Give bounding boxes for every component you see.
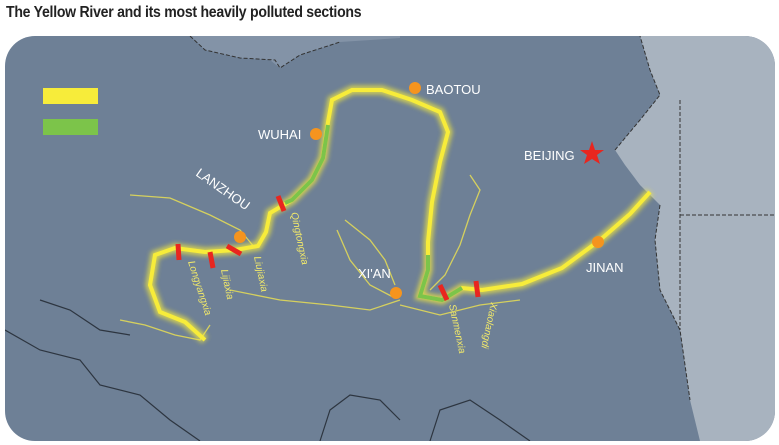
city-label: JINAN [586,260,624,275]
city-label: WUHAI [258,127,301,142]
city-dot [310,128,322,140]
city-dot [390,287,402,299]
sea-east [615,36,775,441]
map-background [5,36,775,441]
legend-swatch-polluted [43,119,98,135]
city-dot [409,82,421,94]
city-dot [592,236,604,248]
polluted-section [417,255,464,303]
border [189,36,775,401]
polluted-section [284,124,330,205]
land-north [190,36,400,68]
yellow-river [145,85,654,344]
province-lines [5,299,531,441]
legend-swatch-river [43,88,98,104]
city-dot [234,231,246,243]
star-icon [580,141,604,164]
city-label: BAOTOU [426,82,481,97]
city-label: BEIJING [524,148,575,163]
city-label: XI'AN [358,266,391,281]
map-title: The Yellow River and its most heavily po… [6,4,362,21]
dams [175,195,481,302]
city-markers [234,82,604,299]
